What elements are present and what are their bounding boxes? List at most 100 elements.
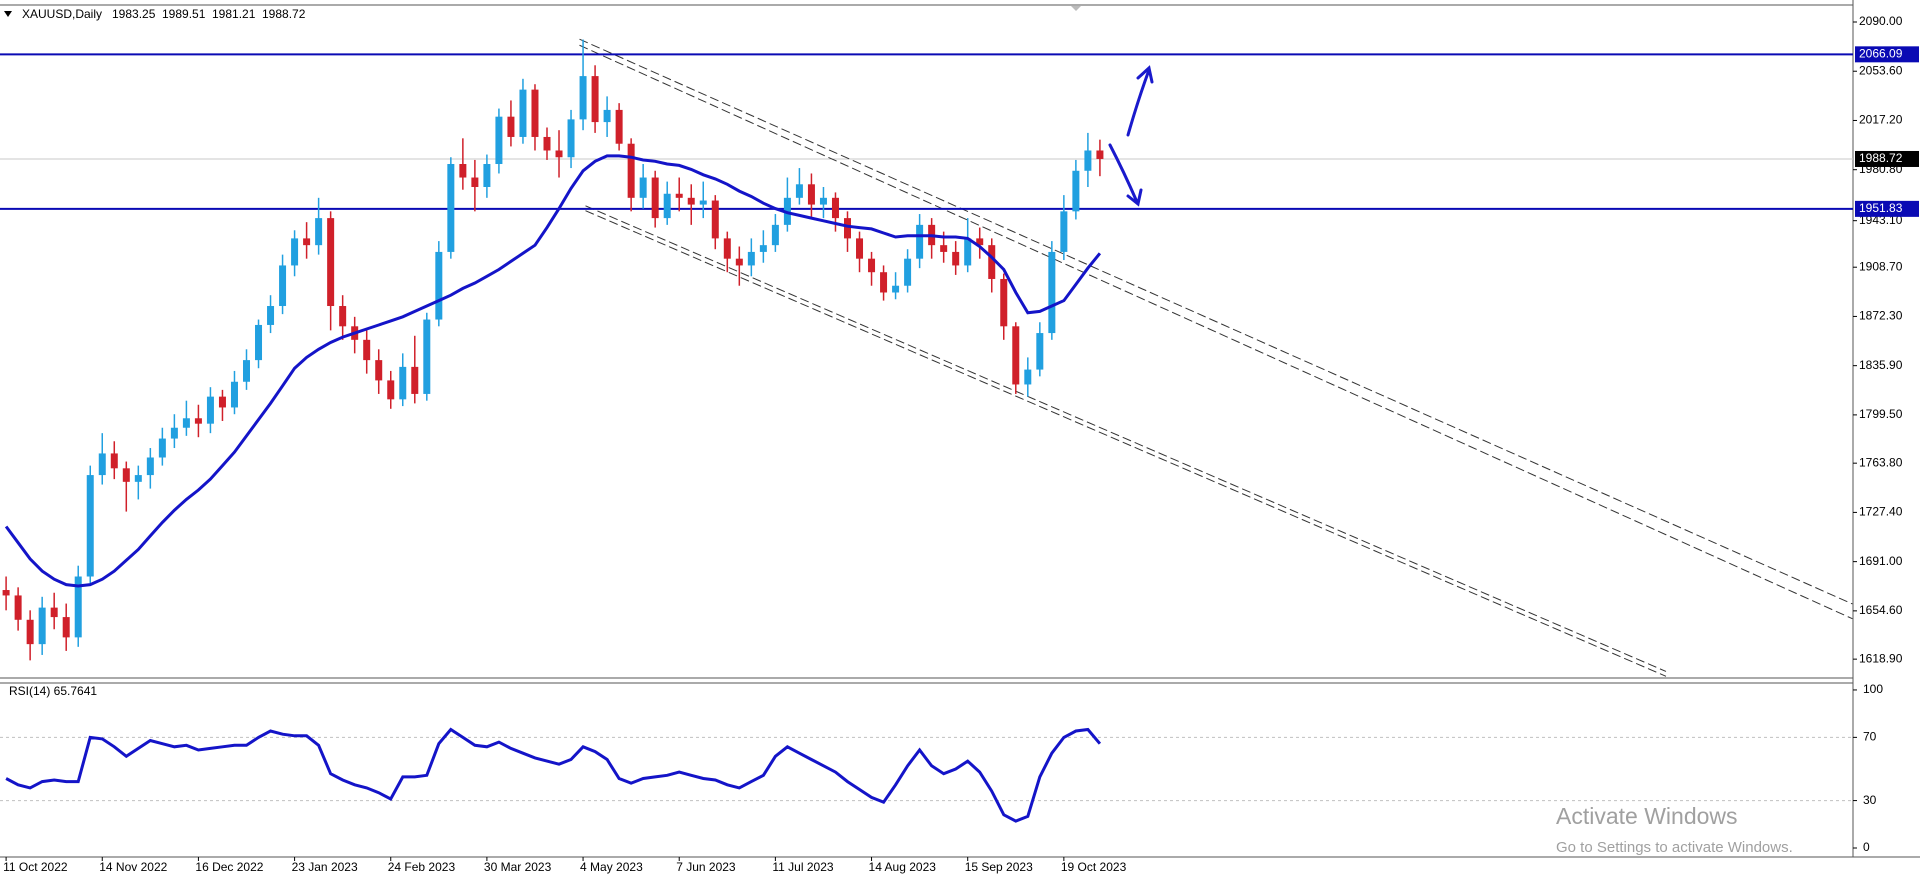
trendline (585, 205, 1667, 672)
candle-body (940, 245, 948, 252)
candle-body (423, 319, 431, 394)
rsi-tick-label: 30 (1863, 793, 1877, 807)
candle-body (904, 258, 912, 286)
candle-body (735, 258, 743, 266)
x-tick-label: 4 May 2023 (580, 860, 643, 874)
candle-body (483, 164, 491, 188)
candle-body (868, 258, 876, 273)
ohlc-value: 1983.25 (112, 7, 156, 21)
candle-body (747, 251, 755, 266)
rsi-line (5, 727, 1102, 823)
candle-body (579, 76, 587, 120)
candle-body (555, 150, 563, 158)
candle-body (831, 197, 839, 219)
x-tick-label: 24 Feb 2023 (388, 860, 456, 874)
candle-body (615, 109, 623, 144)
candle-body (916, 224, 924, 259)
rsi-pane (0, 727, 1853, 823)
candle-body (627, 143, 635, 198)
candle-body (856, 238, 864, 259)
candle-body (399, 366, 407, 400)
candle-body (387, 380, 395, 400)
y-tick-label: 1835.90 (1859, 358, 1903, 372)
candle-body (976, 238, 984, 246)
candle-body (243, 360, 250, 382)
y-tick-label: 1727.40 (1859, 505, 1903, 519)
level-box (1855, 46, 1919, 63)
level-label: 1951.83 (1859, 201, 1903, 215)
symbol: XAUUSD,Daily (22, 7, 102, 21)
x-tick-label: 7 Jun 2023 (676, 860, 736, 874)
candle-body (892, 285, 900, 293)
candle-body (218, 396, 226, 408)
x-tick-label: 14 Nov 2022 (99, 860, 167, 874)
watermark-subtitle: Go to Settings to activate Windows. (1556, 839, 1793, 856)
y-tick-label: 1872.30 (1859, 309, 1903, 323)
candle-body (543, 136, 551, 151)
ohlc-value: 1988.72 (262, 7, 306, 21)
y-tick-label: 1618.90 (1859, 651, 1903, 665)
candle-body (651, 177, 659, 219)
candle-body (86, 475, 94, 577)
candle-body (291, 238, 299, 266)
candle-body (303, 238, 311, 246)
candle-body (711, 200, 719, 239)
trendline (585, 210, 1667, 677)
candle-body (687, 197, 695, 205)
current-price-box (1855, 150, 1919, 167)
candle-body (591, 76, 599, 123)
y-tick-label: 1763.80 (1859, 455, 1903, 469)
candle-body (194, 418, 202, 424)
x-tick-label: 15 Sep 2023 (965, 860, 1033, 874)
candle-body (567, 119, 575, 158)
rsi-title: RSI(14) 65.7641 (9, 684, 97, 698)
candle-body (255, 324, 263, 361)
candle-body (675, 193, 683, 198)
candle-body (327, 218, 335, 307)
candle-body (375, 360, 383, 381)
candle-body (1084, 150, 1092, 171)
candle-body (110, 453, 118, 469)
candle-body (62, 617, 70, 638)
candle-body (26, 619, 34, 645)
candle-body (1060, 211, 1068, 252)
candle-body (459, 164, 467, 178)
candle-body (603, 109, 611, 123)
y-tick-label: 2053.60 (1859, 63, 1903, 77)
x-tick-label: 23 Jan 2023 (292, 860, 358, 874)
candle-body (807, 184, 815, 205)
moving-average (4, 154, 1102, 588)
candle-body (435, 251, 443, 320)
candle-body (531, 89, 539, 137)
trendline (579, 44, 1853, 620)
candle-body (1012, 326, 1020, 385)
candle-body (819, 197, 827, 205)
candle-body (964, 238, 972, 266)
main-pane (0, 38, 1853, 677)
candle-body (411, 366, 419, 394)
candle-body (98, 453, 106, 476)
candle-body (795, 184, 803, 198)
candle-body (723, 238, 731, 259)
menu-arrow (4, 11, 12, 17)
candle-body (880, 272, 888, 293)
candle-body (14, 595, 22, 620)
candle-body (988, 245, 996, 279)
candle-body (134, 475, 142, 482)
current-price-label: 1988.72 (1859, 151, 1903, 165)
candle-body (1096, 150, 1104, 159)
candle-body (2, 590, 10, 596)
level-box (1855, 200, 1919, 217)
candle-body (1036, 333, 1044, 370)
x-tick-label: 14 Aug 2023 (869, 860, 937, 874)
rsi-tick-label: 100 (1863, 682, 1883, 696)
ohlc-value: 1989.51 (162, 7, 206, 21)
y-tick-label: 1799.50 (1859, 407, 1903, 421)
ohlc-value: 1981.21 (212, 7, 256, 21)
x-tick-label: 30 Mar 2023 (484, 860, 552, 874)
candle-body (279, 265, 287, 307)
y-tick-label: 2017.20 (1859, 113, 1903, 127)
